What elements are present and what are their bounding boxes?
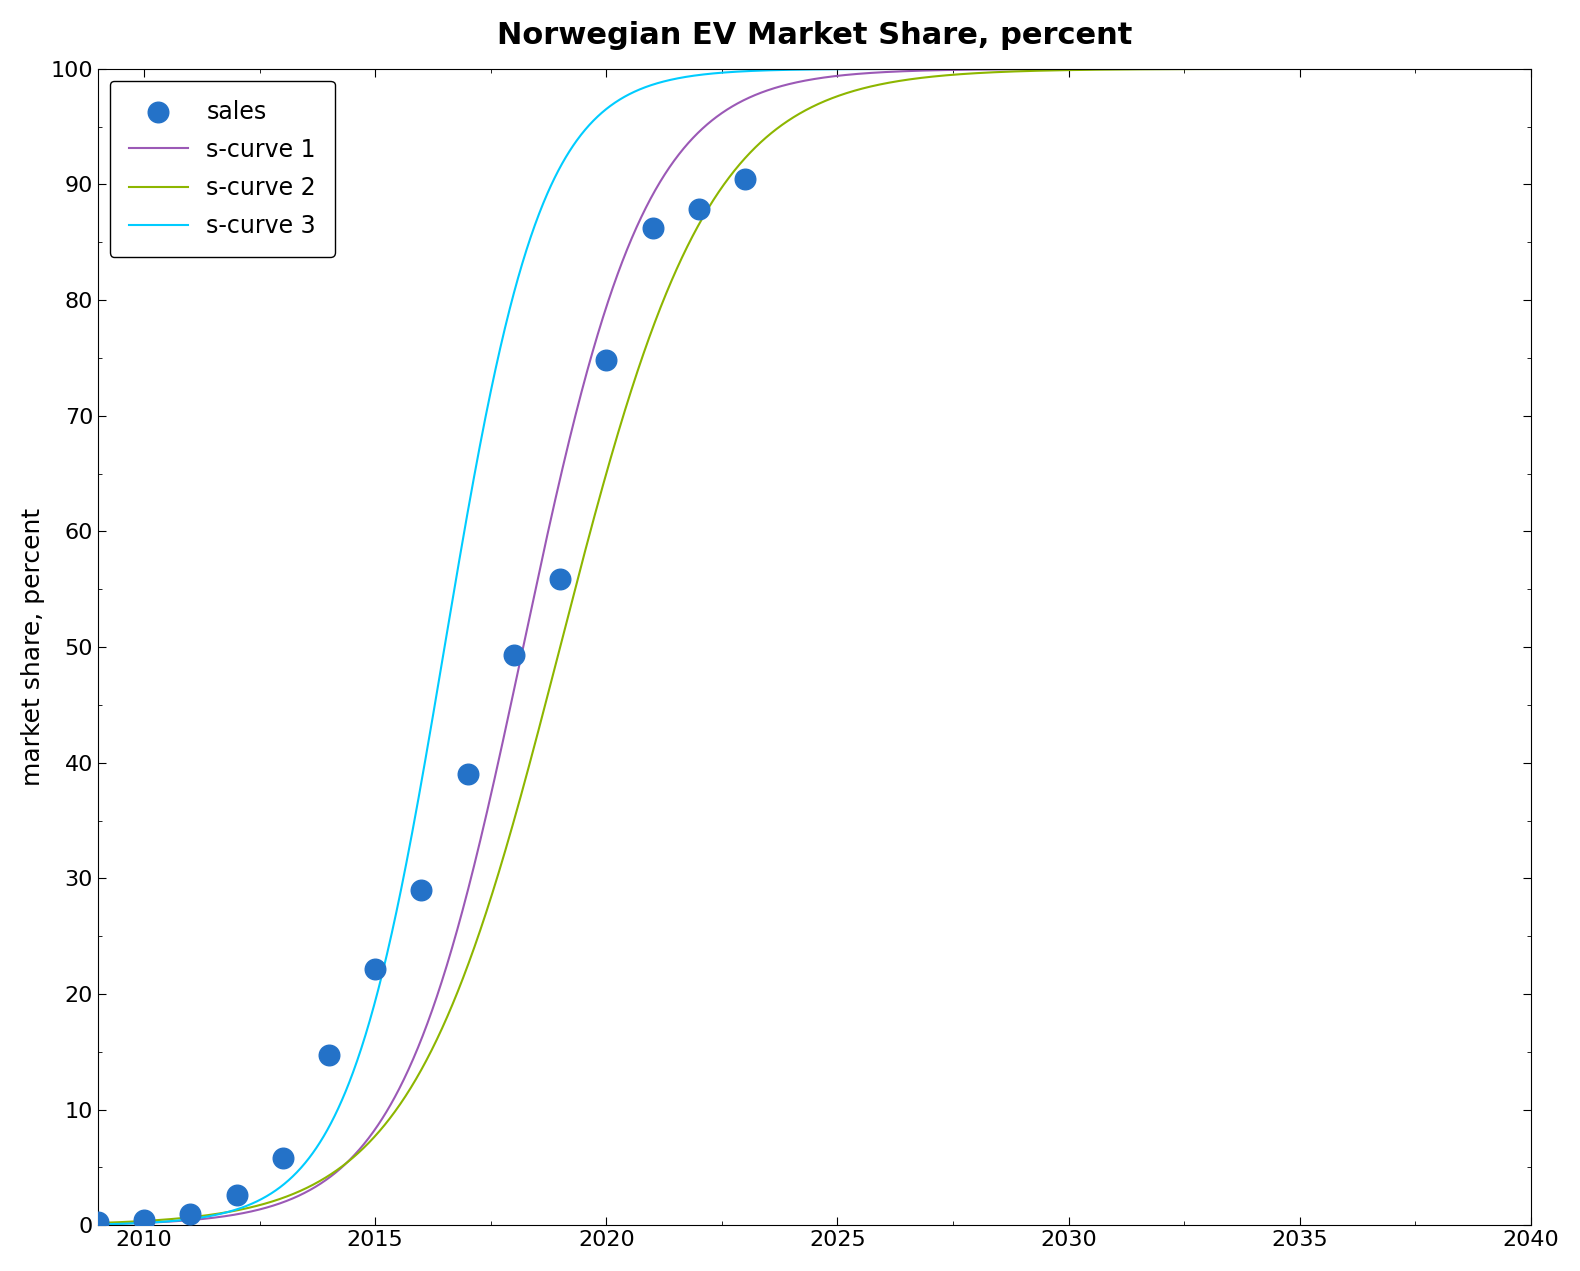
s-curve 3 [645, 76, 664, 92]
s-curve 3 [314, 1127, 333, 1143]
s-curve 3 [43, 1218, 62, 1233]
Legend: sales, s-curve 1, s-curve 2, s-curve 3: sales, s-curve 1, s-curve 2, s-curve 3 [109, 80, 335, 257]
Line: s-curve 1: s-curve 1 [52, 69, 1580, 1225]
s-curve 2 [713, 179, 732, 194]
s-curve 3 [221, 1204, 240, 1219]
s-curve 2 [221, 1204, 240, 1219]
Title: Norwegian EV Market Share, percent: Norwegian EV Market Share, percent [496, 20, 1131, 50]
s-curve 1 [221, 1207, 240, 1223]
sales [85, 1211, 111, 1232]
Line: s-curve 3: s-curve 3 [52, 69, 1580, 1225]
sales [594, 350, 619, 370]
s-curve 1 [645, 184, 664, 200]
s-curve 1 [713, 105, 732, 121]
s-curve 1 [43, 1218, 62, 1233]
sales [131, 1209, 156, 1229]
sales [177, 1204, 202, 1224]
sales [224, 1185, 250, 1205]
sales [270, 1148, 295, 1168]
s-curve 3 [713, 65, 732, 80]
Line: s-curve 2: s-curve 2 [52, 69, 1580, 1224]
s-curve 1 [314, 1173, 333, 1188]
sales [362, 958, 387, 979]
s-curve 2 [43, 1216, 62, 1232]
s-curve 2 [314, 1171, 333, 1186]
Y-axis label: market share, percent: market share, percent [21, 508, 44, 787]
sales [409, 880, 435, 900]
sales [547, 568, 572, 588]
s-curve 2 [645, 316, 664, 332]
sales [733, 169, 758, 189]
s-curve 3 [1414, 61, 1433, 76]
sales [686, 198, 711, 219]
sales [316, 1045, 341, 1065]
sales [640, 219, 665, 239]
s-curve 2 [1414, 61, 1433, 76]
s-curve 1 [1414, 61, 1433, 76]
sales [455, 764, 480, 784]
sales [501, 644, 526, 665]
